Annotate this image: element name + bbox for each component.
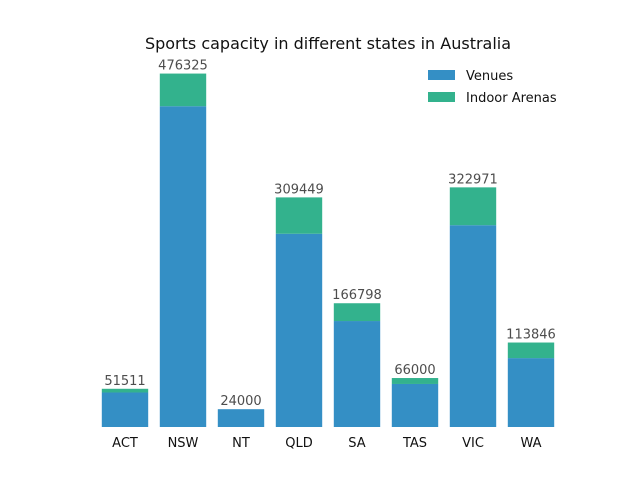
x-tick-label-nsw: NSW — [168, 436, 199, 451]
total-label-nsw: 476325 — [158, 59, 208, 74]
x-tick-labels-layer: ACT NSW NT QLD SA TAS VIC WA — [112, 436, 541, 451]
bar-indoor-arenas-sa — [333, 303, 381, 322]
x-tick-label-nt: NT — [232, 436, 250, 451]
bar-venues-nt — [217, 409, 265, 427]
x-tick-label-vic: VIC — [462, 436, 484, 451]
x-tick-label-sa: SA — [348, 436, 365, 451]
total-label-qld: 309449 — [274, 182, 324, 197]
x-tick-label-wa: WA — [520, 436, 541, 451]
total-label-nt: 24000 — [220, 394, 261, 409]
bar-indoor-arenas-nsw — [159, 73, 207, 107]
total-label-vic: 322971 — [448, 172, 498, 187]
x-tick-label-qld: QLD — [285, 436, 313, 451]
legend-label-venues: Venues — [466, 69, 513, 84]
bars-layer — [101, 73, 555, 428]
bar-venues-act — [101, 392, 149, 427]
chart-title: Sports capacity in different states in A… — [145, 34, 511, 53]
legend-swatch-venues — [428, 70, 455, 80]
total-label-sa: 166798 — [332, 288, 382, 303]
bar-indoor-arenas-vic — [449, 187, 497, 226]
bar-venues-qld — [275, 233, 323, 427]
total-label-act: 51511 — [104, 374, 145, 389]
bar-venues-vic — [449, 225, 497, 427]
x-tick-label-act: ACT — [112, 436, 138, 451]
bar-indoor-arenas-tas — [391, 378, 439, 384]
bar-indoor-arenas-wa — [507, 342, 555, 359]
bar-venues-wa — [507, 358, 555, 427]
bar-indoor-arenas-act — [101, 388, 149, 393]
bar-venues-sa — [333, 321, 381, 427]
total-labels-layer: 51511 476325 24000 309449 166798 66000 322971 1… — [104, 59, 556, 410]
bar-indoor-arenas-qld — [275, 197, 323, 234]
legend-swatch-indoor-arenas — [428, 92, 455, 102]
x-tick-label-tas: TAS — [402, 436, 427, 451]
legend-label-indoor-arenas: Indoor Arenas — [466, 91, 557, 106]
bar-venues-nsw — [159, 106, 207, 428]
total-label-wa: 113846 — [506, 328, 556, 343]
bar-venues-tas — [391, 383, 439, 427]
total-label-tas: 66000 — [394, 363, 435, 378]
legend: Venues Indoor Arenas — [428, 69, 557, 106]
